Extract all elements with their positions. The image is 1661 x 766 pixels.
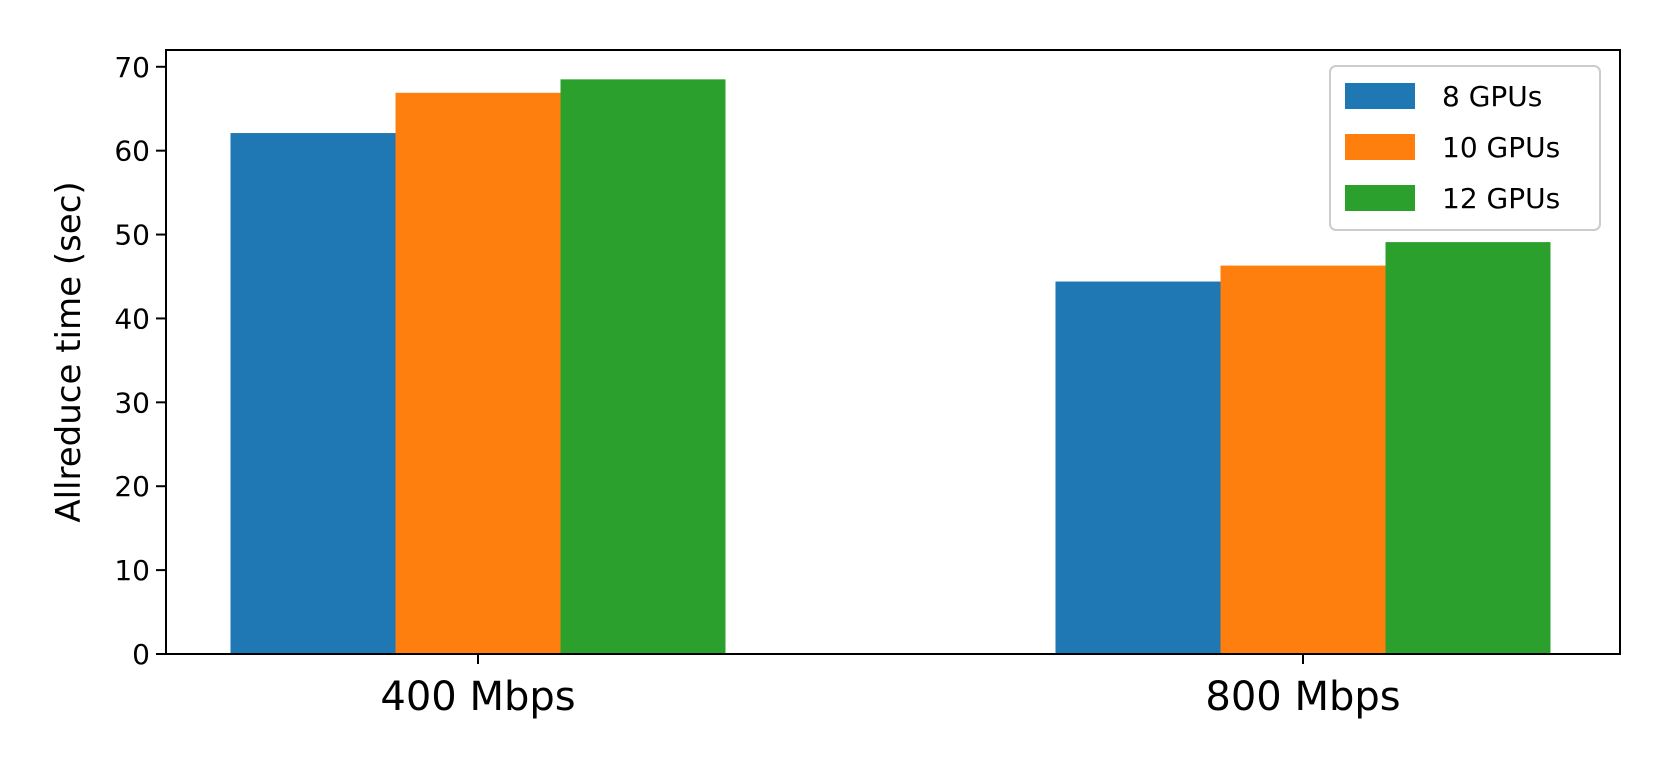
- y-tick-label: 30: [114, 386, 150, 419]
- y-tick-label: 10: [114, 554, 150, 587]
- bar-12-gpus-1: [1385, 242, 1551, 654]
- x-tick-label: 400 Mbps: [380, 674, 575, 720]
- y-axis: 0 10 20 30 40 50 60 70: [114, 51, 166, 671]
- x-tick-label: 800 Mbps: [1205, 674, 1400, 720]
- legend-swatch: [1345, 134, 1415, 160]
- bar-10-gpus-0: [395, 92, 561, 655]
- x-axis: 400 Mbps 800 Mbps: [380, 654, 1401, 720]
- bar-10-gpus-1: [1220, 265, 1386, 654]
- legend-label: 8 GPUs: [1442, 80, 1542, 113]
- y-tick-label: 20: [114, 470, 150, 503]
- legend-swatch: [1345, 83, 1415, 109]
- legend-label: 10 GPUs: [1442, 131, 1560, 164]
- y-tick-label: 50: [114, 219, 150, 252]
- bar-12-gpus-0: [560, 79, 726, 655]
- legend-swatch: [1345, 185, 1415, 211]
- bars-group: [230, 79, 1551, 655]
- bar-8-gpus-1: [1055, 281, 1221, 654]
- y-axis-title: Allreduce time (sec): [49, 181, 89, 522]
- y-tick-label: 70: [114, 51, 150, 84]
- y-tick-label: 40: [114, 302, 150, 335]
- legend: 8 GPUs 10 GPUs 12 GPUs: [1329, 65, 1601, 231]
- plot-frame: [165, 49, 1621, 655]
- y-tick-label: 0: [132, 638, 150, 671]
- bar-8-gpus-0: [230, 133, 396, 655]
- legend-label: 12 GPUs: [1442, 182, 1560, 215]
- y-tick-label: 60: [114, 135, 150, 168]
